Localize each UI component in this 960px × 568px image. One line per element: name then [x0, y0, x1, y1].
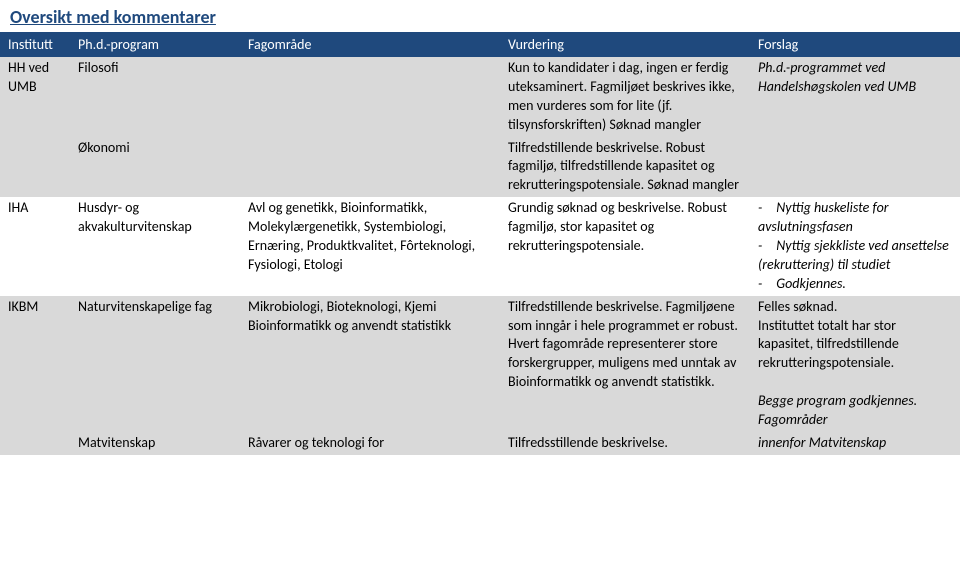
table-body: HH ved UMBFilosofi Kun to kandidater i da… [0, 57, 960, 455]
overview-table: Institutt Ph.d.-program Fagområde Vurder… [0, 32, 960, 455]
table-row: IKBMNaturvitenskapelige fagMikrobiologi,… [0, 296, 960, 432]
cell-forslag: Ph.d.-programmet ved Handelshøgskolen ve… [750, 57, 960, 137]
cell-fagomrade: Råvarer og teknologi for [240, 432, 500, 455]
table-header-row: Institutt Ph.d.-program Fagområde Vurder… [0, 32, 960, 57]
table-row: MatvitenskapRåvarer og teknologi forTilf… [0, 432, 960, 455]
table-row: IHAHusdyr- og akvakulturvitenskapAvl og … [0, 197, 960, 295]
cell-forslag: - Nyttig huskeliste for avslutningsfasen… [750, 197, 960, 295]
th-institutt: Institutt [0, 32, 70, 57]
cell-fagomrade: Mikrobiologi, Bioteknologi, Kjemi Bioinf… [240, 296, 500, 432]
cell-vurdering: Grundig søknad og beskrivelse. Robust fa… [500, 197, 750, 295]
cell-fagomrade [240, 137, 500, 198]
cell-fagomrade [240, 57, 500, 137]
cell-program: Naturvitenskapelige fag [70, 296, 240, 432]
cell-program: Matvitenskap [70, 432, 240, 455]
th-fagomrade: Fagområde [240, 32, 500, 57]
cell-institutt: IKBM [0, 296, 70, 432]
table-row: HH ved UMBFilosofi Kun to kandidater i da… [0, 57, 960, 137]
cell-institutt [0, 137, 70, 198]
cell-fagomrade: Avl og genetikk, Bioinformatikk, Molekyl… [240, 197, 500, 295]
cell-institutt [0, 432, 70, 455]
cell-program: Filosofi [70, 57, 240, 137]
cell-forslag [750, 137, 960, 198]
cell-forslag: innenfor Matvitenskap [750, 432, 960, 455]
th-forslag: Forslag [750, 32, 960, 57]
cell-forslag: Felles søknad. Instituttet totalt har st… [750, 296, 960, 432]
cell-institutt: HH ved UMB [0, 57, 70, 137]
cell-program: Husdyr- og akvakulturvitenskap [70, 197, 240, 295]
th-program: Ph.d.-program [70, 32, 240, 57]
table-row: Økonomi Tilfredstillende beskrivelse. Rob… [0, 137, 960, 198]
page-title: Oversikt med kommentarer [0, 0, 960, 32]
cell-vurdering: Tilfredstillende beskrivelse. Fagmiljøen… [500, 296, 750, 432]
cell-vurdering: Tilfredstillende beskrivelse. Robust fag… [500, 137, 750, 198]
cell-vurdering: Tilfredsstillende beskrivelse. [500, 432, 750, 455]
cell-vurdering: Kun to kandidater i dag, ingen er ferdig… [500, 57, 750, 137]
th-vurdering: Vurdering [500, 32, 750, 57]
cell-institutt: IHA [0, 197, 70, 295]
cell-program: Økonomi [70, 137, 240, 198]
